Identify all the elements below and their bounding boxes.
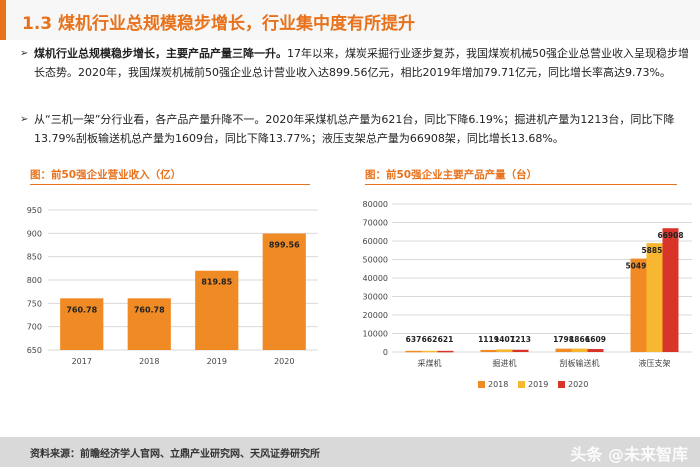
x-tick-label: 2020 bbox=[274, 357, 294, 366]
y-tick-label: 40000 bbox=[363, 274, 388, 283]
y-tick-label: 750 bbox=[27, 299, 42, 308]
title-bar: 1.3 煤机行业总规模稳步增长，行业集中度有所提升 bbox=[0, 0, 700, 40]
y-tick-label: 650 bbox=[27, 346, 42, 355]
y-tick-label: 30000 bbox=[363, 293, 388, 302]
x-tick-label: 刮板输送机 bbox=[560, 358, 600, 368]
y-tick-label: 60000 bbox=[363, 237, 388, 246]
y-tick-label: 10000 bbox=[363, 330, 388, 339]
legend-swatch bbox=[518, 381, 525, 388]
data-label: 760.78 bbox=[66, 305, 97, 314]
x-tick-label: 2019 bbox=[207, 357, 227, 366]
y-tick-label: 80000 bbox=[363, 200, 388, 209]
data-label: 637 bbox=[406, 335, 422, 344]
data-label: 1213 bbox=[510, 335, 531, 344]
legend-label: 2020 bbox=[568, 380, 588, 389]
bar bbox=[496, 349, 513, 352]
left-chart-title: 图：前50强企业营业收入（亿） bbox=[30, 169, 182, 181]
bullet-2-text: 从“三机一架”分行业看，各产品产量升降不一。2020年采煤机总产量为621台，同… bbox=[34, 110, 694, 148]
bar bbox=[127, 298, 171, 350]
y-tick-label: 700 bbox=[27, 323, 42, 332]
data-label: 621 bbox=[438, 335, 454, 344]
footer-source: 资料来源：前瞻经济学人官网、立鼎产业研究网、天风证券研究所 bbox=[30, 449, 320, 460]
chevron-right-icon: ➢ bbox=[20, 48, 29, 59]
right-chart-title: 图：前50强企业主要产品产量（台） bbox=[365, 169, 538, 181]
bar bbox=[437, 350, 454, 353]
bar bbox=[262, 233, 306, 350]
data-label: 50499 bbox=[625, 262, 651, 271]
data-label: 66908 bbox=[657, 231, 683, 240]
bullet-2-body: 从“三机一架”分行业看，各产品产量升降不一。2020年采煤机总产量为621台，同… bbox=[34, 113, 675, 145]
x-tick-label: 掘进机 bbox=[493, 358, 517, 368]
bar bbox=[662, 228, 679, 352]
bullet-1-text: 煤机行业总规模稳步增长，主要产品产量三降一升。17年以来，煤炭采掘行业逐步复苏，… bbox=[34, 44, 694, 82]
data-label: 760.78 bbox=[134, 305, 165, 314]
data-label: 819.85 bbox=[201, 278, 232, 287]
y-tick-label: 70000 bbox=[363, 219, 388, 228]
bar bbox=[421, 350, 438, 353]
y-tick-label: 900 bbox=[27, 229, 42, 238]
bar bbox=[512, 349, 529, 352]
y-tick-label: 20000 bbox=[363, 311, 388, 320]
bar bbox=[646, 243, 663, 352]
bar bbox=[555, 348, 572, 352]
bar bbox=[60, 298, 104, 350]
legend-label: 2018 bbox=[488, 380, 508, 389]
watermark: 头条 @未来智库 bbox=[570, 445, 688, 464]
footer: 资料来源：前瞻经济学人官网、立鼎产业研究网、天风证券研究所 头条 @未来智库 bbox=[0, 437, 700, 467]
left-chart: 650 700 750 800 850 900 950 760.78 2017 760.78 201… bbox=[27, 206, 318, 366]
data-label: 58857 bbox=[641, 246, 667, 255]
bar bbox=[571, 348, 588, 352]
data-label: 1798 bbox=[553, 335, 574, 344]
page-title: 1.3 煤机行业总规模稳步增长，行业集中度有所提升 bbox=[22, 14, 416, 34]
left-chart-rule bbox=[30, 184, 310, 185]
x-tick-label: 采煤机 bbox=[418, 358, 442, 368]
legend-label: 2019 bbox=[528, 380, 548, 389]
x-tick-label: 2018 bbox=[139, 357, 159, 366]
bullet-1-body: 17年以来，煤炭采掘行业逐步复苏，我国煤炭机械50强企业总营业收入呈现稳步增长态… bbox=[34, 47, 689, 79]
x-tick-label: 2017 bbox=[72, 357, 92, 366]
bar bbox=[587, 349, 604, 352]
bar bbox=[630, 258, 647, 352]
y-tick-label: 800 bbox=[27, 276, 42, 285]
y-tick-label: 850 bbox=[27, 253, 42, 262]
bar bbox=[195, 270, 239, 350]
data-label: 1119 bbox=[478, 335, 499, 344]
chevron-right-icon: ➢ bbox=[20, 114, 29, 125]
y-tick-label: 0 bbox=[383, 348, 388, 357]
right-chart: 0 10000 20000 30000 40000 50000 60000 70000 8000… bbox=[363, 200, 692, 389]
bar bbox=[480, 349, 497, 352]
data-label: 662 bbox=[422, 335, 438, 344]
data-label: 1866 bbox=[569, 335, 590, 344]
legend-swatch bbox=[478, 381, 485, 388]
data-label: 1407 bbox=[494, 335, 515, 344]
y-tick-label: 950 bbox=[27, 206, 42, 215]
y-tick-label: 50000 bbox=[363, 256, 388, 265]
data-label: 899.56 bbox=[269, 241, 300, 250]
data-label: 1609 bbox=[585, 335, 606, 344]
legend-swatch bbox=[558, 381, 565, 388]
title-accent bbox=[0, 0, 6, 40]
bar bbox=[405, 350, 422, 353]
right-chart-rule bbox=[365, 184, 677, 185]
bullet-1-bold: 煤机行业总规模稳步增长，主要产品产量三降一升。 bbox=[34, 47, 287, 60]
x-tick-label: 液压支架 bbox=[639, 358, 671, 368]
